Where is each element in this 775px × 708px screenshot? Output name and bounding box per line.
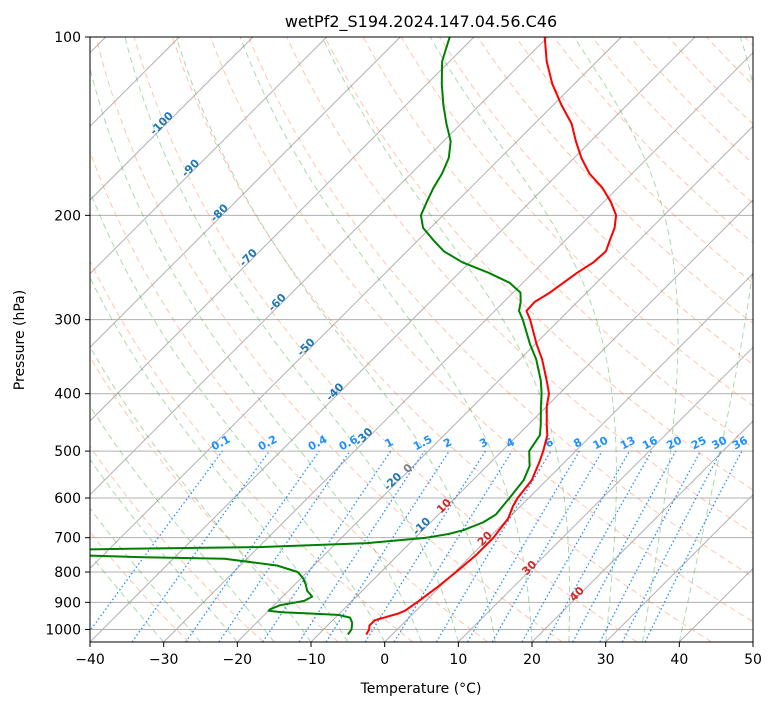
mixing-ratio-line xyxy=(521,450,631,642)
x-axis: −40 −30 −20 −10 0 10 20 30 40 50 xyxy=(75,642,762,668)
mixing-ratio-line xyxy=(298,450,425,642)
isotherm-gridline xyxy=(236,125,753,642)
moist-adiabat xyxy=(678,37,753,642)
x-tick-label: 40 xyxy=(670,652,688,668)
mixing-ratio-label: 36 xyxy=(730,434,750,453)
isotherm-gridline xyxy=(90,37,622,570)
dewpoint-profile xyxy=(90,37,543,636)
moist-adiabat xyxy=(175,37,496,642)
dry-adiabat xyxy=(515,37,753,284)
y-axis-title: Pressure (hPa) xyxy=(12,290,28,390)
x-tick-label: 20 xyxy=(523,652,541,668)
mixing-ratio-label: 30 xyxy=(710,434,730,453)
x-tick-label: 10 xyxy=(449,652,467,668)
temperature-profile xyxy=(365,37,618,635)
y-tick-label: 800 xyxy=(54,565,81,581)
moist-adiabat xyxy=(90,66,422,642)
x-tick-label: −20 xyxy=(223,652,253,668)
moist-adiabat xyxy=(429,37,617,642)
plot-frame xyxy=(89,36,754,643)
y-tick-label: 400 xyxy=(54,387,81,403)
dry-adiabat xyxy=(90,259,414,642)
dry-adiabat xyxy=(210,37,753,623)
mixing-ratio-line xyxy=(90,450,223,632)
isotherm-gridline xyxy=(90,37,401,349)
moist-adiabat xyxy=(90,553,165,642)
mixing-ratio-line xyxy=(218,450,351,642)
y-tick-label: 1000 xyxy=(45,622,81,638)
mixing-ratio-line xyxy=(545,450,653,642)
x-tick-label: −30 xyxy=(149,652,179,668)
mixing-ratio-label: 16 xyxy=(640,434,660,453)
x-tick-label: −40 xyxy=(75,652,105,668)
moist-adiabat xyxy=(90,507,201,642)
moist-adiabat xyxy=(90,189,386,642)
y-tick-label: 200 xyxy=(54,208,81,224)
mixing-ratio-line xyxy=(131,450,270,642)
mixing-ratio-line xyxy=(572,450,677,642)
mixing-ratio-label: 25 xyxy=(689,434,709,453)
sounding-profiles xyxy=(90,37,618,636)
moist-adiabat xyxy=(90,346,312,642)
dry-adiabat xyxy=(133,37,638,642)
mixing-ratio-line xyxy=(262,450,392,642)
moist-adiabat xyxy=(573,37,679,642)
mixing-ratio-line xyxy=(185,450,320,642)
x-tick-label: −10 xyxy=(296,652,326,668)
mixing-ratio-line xyxy=(644,450,743,642)
moist-adiabat xyxy=(90,458,238,642)
isotherm-gridline xyxy=(457,346,753,642)
isotherm-gridline xyxy=(90,37,696,642)
isotherm-gridline xyxy=(384,272,753,642)
chart-title: wetPf2_S194.2024.147.04.56.C46 xyxy=(285,12,557,32)
mixing-ratio-label: 20 xyxy=(664,433,684,452)
isotherm-gridline xyxy=(605,493,753,642)
x-axis-title: Temperature (°C) xyxy=(360,681,482,697)
y-tick-label: 900 xyxy=(54,595,81,611)
y-tick-label: 500 xyxy=(54,444,81,460)
isotherm-gridline xyxy=(90,37,254,201)
mixing-ratio-label: 10 xyxy=(591,433,611,452)
y-tick-label: 600 xyxy=(54,491,81,507)
x-tick-label: 0 xyxy=(380,652,389,668)
isotherm-gridline xyxy=(163,51,753,642)
moist-adiabat xyxy=(90,405,275,642)
moist-adiabat xyxy=(321,37,571,642)
x-tick-label: 50 xyxy=(744,652,762,668)
dry-adiabat xyxy=(324,37,753,491)
isotherm-gridline xyxy=(90,37,475,422)
background-lines xyxy=(90,37,753,642)
y-tick-label: 700 xyxy=(54,531,81,547)
y-axis: 100 200 300 400 500 600 700 800 900 1000 xyxy=(45,30,90,638)
mixing-ratio-line xyxy=(325,450,450,642)
isotherm-gridline xyxy=(90,37,549,496)
isotherm-gridline xyxy=(531,420,753,642)
moist-adiabat xyxy=(124,37,459,642)
dry-adiabat xyxy=(248,37,753,578)
dry-adiabat xyxy=(171,37,712,642)
isotherm-gridline xyxy=(90,37,328,275)
moist-adiabat xyxy=(90,276,349,642)
x-tick-label: 30 xyxy=(597,652,615,668)
moist-adiabat xyxy=(239,37,533,642)
y-tick-label: 300 xyxy=(54,313,81,329)
mixing-ratio-line xyxy=(393,450,513,642)
y-tick-label: 100 xyxy=(54,30,81,46)
dry-adiabat xyxy=(90,445,264,642)
isotherm-gridline xyxy=(310,199,753,642)
dry-adiabat xyxy=(90,356,339,642)
dry-adiabat xyxy=(95,37,563,642)
mixing-ratio-label: 13 xyxy=(618,434,638,453)
dry-adiabat xyxy=(286,37,753,534)
